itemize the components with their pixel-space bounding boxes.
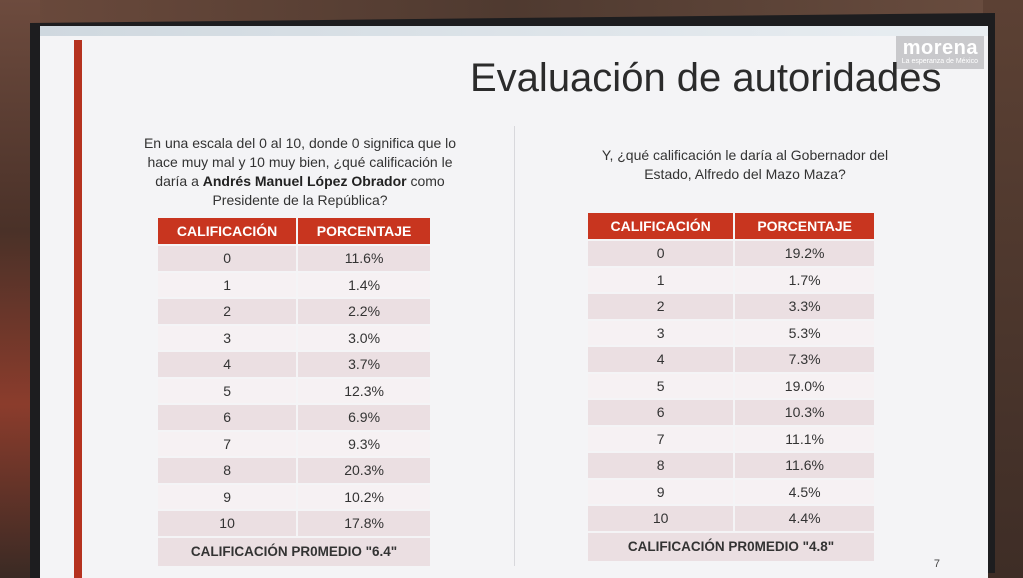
percentage-cell: 10.3% <box>733 400 874 425</box>
table-row: 3 3.0% <box>158 325 430 350</box>
average-row: CALIFICACIÓN PR0MEDIO "4.8" <box>588 532 874 561</box>
table-row: 10 17.8% <box>158 511 430 536</box>
table-row: 0 11.6% <box>158 246 430 271</box>
percentage-cell: 19.2% <box>733 241 874 266</box>
grade-cell: 4 <box>588 347 734 372</box>
grade-cell: 6 <box>588 400 734 425</box>
table-row: 10 4.4% <box>588 506 874 531</box>
grade-cell: 5 <box>588 373 734 398</box>
header-porcentaje: PORCENTAJE <box>733 213 874 239</box>
table-row: 6 6.9% <box>158 405 430 430</box>
table-header-row: CALIFICACIÓN PORCENTAJE <box>158 218 430 244</box>
table-row: 3 5.3% <box>588 320 874 345</box>
table-row: 2 2.2% <box>158 299 430 324</box>
average-label: CALIFICACIÓN PR0MEDIO "4.8" <box>588 532 874 561</box>
grade-cell: 4 <box>158 352 297 377</box>
percentage-cell: 11.6% <box>733 453 874 478</box>
table-row: 6 10.3% <box>588 400 874 425</box>
grade-cell: 8 <box>588 453 734 478</box>
table-row: 7 9.3% <box>158 431 430 456</box>
table-row: 4 3.7% <box>158 352 430 377</box>
grade-cell: 3 <box>158 325 297 350</box>
grade-cell: 6 <box>158 405 297 430</box>
table-row: 4 7.3% <box>588 347 874 372</box>
slide-accent-bar <box>74 40 82 578</box>
page-number: 7 <box>933 558 940 570</box>
percentage-cell: 20.3% <box>296 458 430 483</box>
table-row: 5 12.3% <box>158 378 430 403</box>
slide-top-band <box>40 26 988 36</box>
grade-cell: 9 <box>588 479 734 504</box>
grade-cell: 7 <box>588 426 734 451</box>
average-row: CALIFICACIÓN PR0MEDIO "6.4" <box>158 537 430 566</box>
table-row: 0 19.2% <box>588 241 874 266</box>
grade-cell: 2 <box>588 294 734 319</box>
table-row: 1 1.4% <box>158 272 430 297</box>
percentage-cell: 10.2% <box>296 484 430 509</box>
grade-cell: 3 <box>588 320 734 345</box>
percentage-cell: 1.7% <box>733 267 874 292</box>
table-row: 9 4.5% <box>588 479 874 504</box>
percentage-cell: 12.3% <box>296 378 430 403</box>
grade-cell: 7 <box>158 431 297 456</box>
header-calificacion: CALIFICACIÓN <box>588 213 734 239</box>
table-row: 8 20.3% <box>158 458 430 483</box>
percentage-cell: 1.4% <box>296 272 430 297</box>
table-row: 9 10.2% <box>158 484 430 509</box>
question-left-post: como Presidente de la República? <box>212 173 445 208</box>
table-row: 2 3.3% <box>588 294 874 319</box>
grade-cell: 0 <box>158 246 297 271</box>
grade-cell: 0 <box>588 241 734 266</box>
percentage-cell: 5.3% <box>733 320 874 345</box>
percentage-cell: 3.3% <box>733 294 874 319</box>
header-porcentaje: PORCENTAJE <box>296 218 430 244</box>
percentage-cell: 3.0% <box>296 325 430 350</box>
column-divider <box>514 126 515 566</box>
table-row: 7 11.1% <box>588 426 874 451</box>
table-row: 5 19.0% <box>588 373 874 398</box>
table-row: 8 11.6% <box>588 453 874 478</box>
grade-cell: 10 <box>158 511 297 536</box>
percentage-cell: 11.1% <box>733 426 874 451</box>
grade-cell: 9 <box>158 484 297 509</box>
grade-cell: 5 <box>158 378 297 403</box>
table-header-row: CALIFICACIÓN PORCENTAJE <box>588 213 874 239</box>
percentage-cell: 6.9% <box>296 405 430 430</box>
grade-cell: 1 <box>588 267 734 292</box>
percentage-cell: 2.2% <box>296 299 430 324</box>
logo-wordmark: morena <box>902 37 978 59</box>
percentage-cell: 3.7% <box>296 352 430 377</box>
table-row: 1 1.7% <box>588 267 874 292</box>
percentage-cell: 4.5% <box>733 479 874 504</box>
percentage-cell: 19.0% <box>733 373 874 398</box>
question-left-name: Andrés Manuel López Obrador <box>202 173 407 189</box>
question-right: Y, ¿qué calificación le daría al Goberna… <box>601 147 889 182</box>
question-left-pre: En una escala del 0 al 10, donde 0 signi… <box>143 135 457 189</box>
slide-title: Evaluación de autoridades <box>470 56 942 100</box>
header-calificacion: CALIFICACIÓN <box>158 218 297 244</box>
percentage-cell: 9.3% <box>296 431 430 456</box>
table-president-grades: CALIFICACIÓN PORCENTAJE 0 11.6% 1 1.4% 2 2.2%… <box>158 216 430 568</box>
grade-cell: 2 <box>158 299 297 324</box>
grade-cell: 8 <box>158 458 297 483</box>
grade-cell: 10 <box>588 506 734 531</box>
logo-tagline: La esperanza de México <box>901 58 978 65</box>
percentage-cell: 11.6% <box>296 246 430 271</box>
average-label: CALIFICACIÓN PR0MEDIO "6.4" <box>158 537 430 566</box>
percentage-cell: 17.8% <box>296 511 430 536</box>
grade-cell: 1 <box>158 272 297 297</box>
question-left: En una escala del 0 al 10, donde 0 signi… <box>140 134 460 210</box>
table-governor-grades: CALIFICACIÓN PORCENTAJE 0 19.2% 1 1.7% 2 3.3%… <box>588 211 874 563</box>
percentage-cell: 4.4% <box>733 506 874 531</box>
presentation-slide: morena La esperanza de México Evaluación… <box>40 26 988 578</box>
percentage-cell: 7.3% <box>733 347 874 372</box>
morena-logo: morena La esperanza de México <box>895 36 984 69</box>
